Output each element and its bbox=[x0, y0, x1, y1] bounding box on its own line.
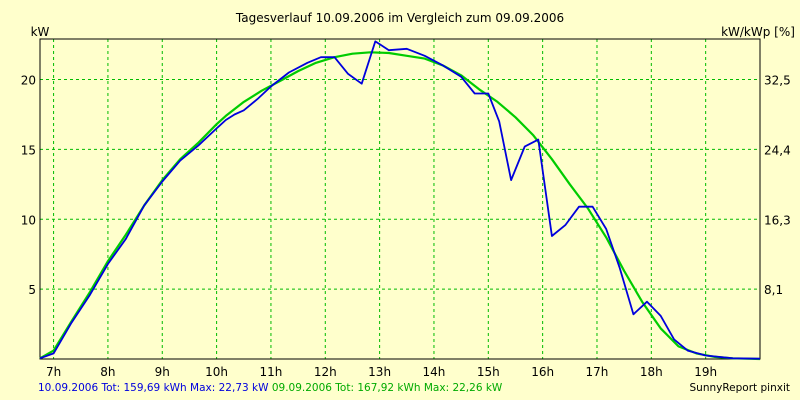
axes bbox=[39, 38, 761, 360]
y-tick-label: 20 bbox=[21, 74, 36, 88]
x-tick-label: 13h bbox=[368, 365, 391, 379]
x-tick-label: 17h bbox=[586, 365, 609, 379]
y2-tick-label: 32,5 bbox=[764, 74, 791, 88]
y2-tick-label: 8,1 bbox=[764, 283, 783, 297]
series-lines bbox=[39, 40, 761, 361]
x-tick-label: 10h bbox=[205, 365, 228, 379]
x-tick-label: 14h bbox=[423, 365, 446, 379]
series-line-2 bbox=[39, 51, 761, 361]
x-tick-label: 9h bbox=[155, 365, 170, 379]
footer-summary-series1: 10.09.2006 Tot: 159,69 kWh Max: 22,73 kW bbox=[38, 382, 269, 394]
x-tick-label: 7h bbox=[46, 365, 61, 379]
x-tick-label: 12h bbox=[314, 365, 337, 379]
x-tick-label: 19h bbox=[694, 365, 717, 379]
plot-frame bbox=[39, 38, 761, 360]
y-tick-label: 5 bbox=[28, 283, 36, 297]
y2-tick-label: 24,4 bbox=[764, 143, 791, 157]
series-line-1 bbox=[39, 40, 761, 360]
tick-labels: 7h 8h 9h 10h 11h 12h 13h 14h 15h 16h 17h 18h 19h 5 8,1… bbox=[21, 74, 791, 379]
grid bbox=[40, 39, 760, 359]
footer-summary: 10.09.2006 Tot: 159,69 kWh Max: 22,73 kW… bbox=[38, 382, 502, 394]
x-tick-label: 8h bbox=[100, 365, 115, 379]
footer-credit: SunnyReport pinxit bbox=[689, 382, 790, 394]
y2-tick-label: 16,3 bbox=[764, 213, 791, 227]
x-tick-label: 15h bbox=[477, 365, 500, 379]
x-tick-label: 16h bbox=[531, 365, 554, 379]
chart-title: Tagesverlauf 10.09.2006 im Vergleich zum… bbox=[235, 11, 564, 25]
y-tick-label: 10 bbox=[21, 213, 36, 227]
footer-summary-series2: 09.09.2006 Tot: 167,92 kWh Max: 22,26 kW bbox=[271, 382, 503, 394]
x-tick-label: 11h bbox=[260, 365, 283, 379]
y-axis-label: kW bbox=[31, 25, 50, 39]
y-tick-label: 15 bbox=[21, 143, 36, 157]
y2-axis-label: kW/kWp [%] bbox=[721, 25, 795, 39]
x-tick-label: 18h bbox=[640, 365, 663, 379]
